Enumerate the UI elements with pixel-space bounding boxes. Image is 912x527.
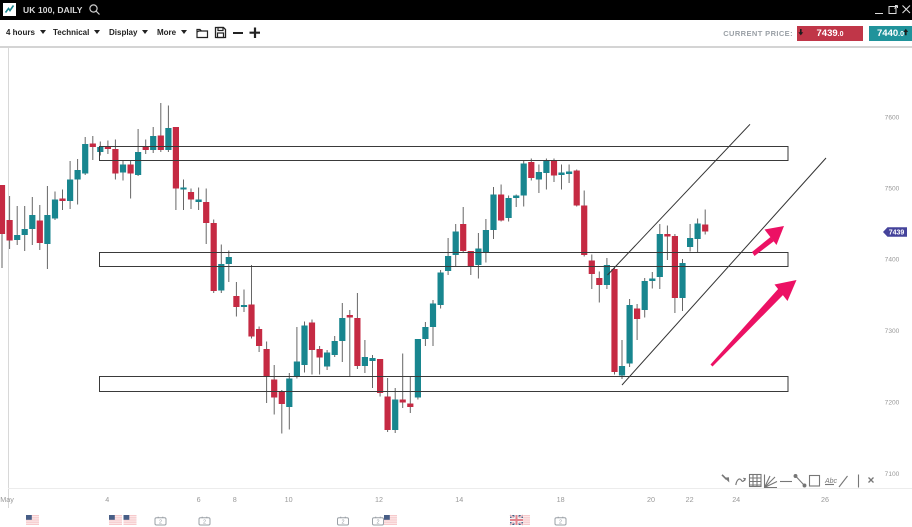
svg-text:4: 4 [105, 495, 109, 504]
svg-text:2: 2 [159, 520, 162, 526]
svg-text:7439: 7439 [889, 230, 905, 237]
svg-text:24: 24 [732, 495, 740, 504]
svg-text:May: May [0, 495, 14, 504]
svg-text:7100: 7100 [885, 471, 900, 478]
svg-text:7400: 7400 [885, 257, 900, 264]
svg-text:12: 12 [375, 495, 383, 504]
svg-text:7200: 7200 [885, 399, 900, 406]
svg-text:2: 2 [376, 520, 379, 526]
svg-text:22: 22 [686, 495, 694, 504]
svg-text:26: 26 [821, 495, 829, 504]
svg-text:2: 2 [203, 520, 206, 526]
svg-text:7600: 7600 [885, 114, 900, 121]
svg-text:8: 8 [233, 495, 237, 504]
svg-text:20: 20 [647, 495, 655, 504]
svg-text:7300: 7300 [885, 328, 900, 335]
svg-text:2: 2 [341, 520, 344, 526]
svg-text:14: 14 [455, 495, 463, 504]
svg-text:10: 10 [285, 495, 293, 504]
svg-text:18: 18 [557, 495, 565, 504]
svg-text:2: 2 [559, 520, 562, 526]
svg-text:Abc: Abc [824, 478, 838, 485]
svg-text:6: 6 [197, 495, 201, 504]
svg-text:7500: 7500 [885, 185, 900, 192]
